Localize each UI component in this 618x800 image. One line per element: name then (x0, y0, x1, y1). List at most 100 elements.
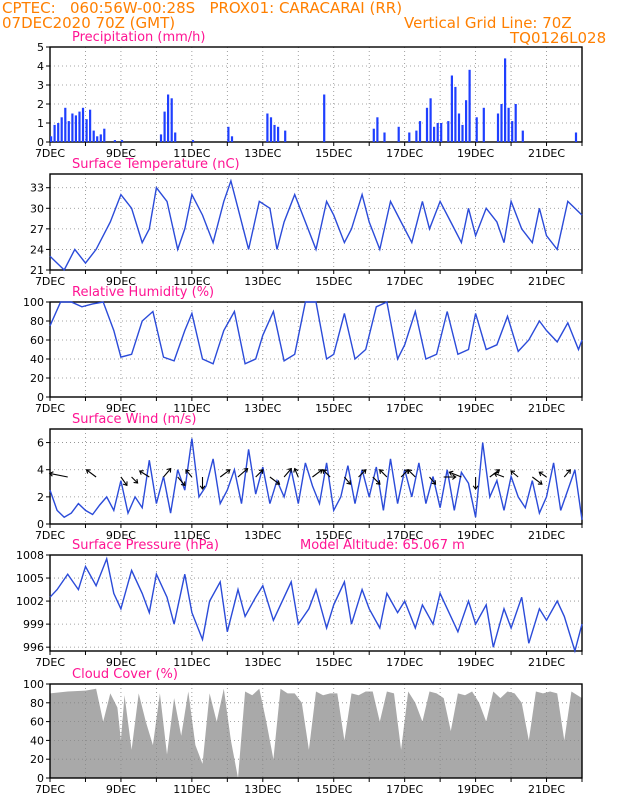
wind-arrow (343, 476, 352, 485)
x-tick-label: 19DEC (457, 529, 494, 542)
model-altitude-label: Model Altitude: 65.067 m (300, 538, 465, 553)
precip-bar (284, 130, 287, 142)
x-tick-label: 9DEC (106, 402, 136, 415)
precip-bar (461, 124, 464, 142)
y-tick-label: 100 (23, 678, 44, 691)
series-line-temp (49, 178, 583, 272)
y-tick-label: 21 (30, 264, 44, 277)
wind-arrow (237, 467, 249, 478)
y-tick-label: 0 (37, 772, 44, 785)
precip-bar (99, 134, 102, 142)
precip-bar (450, 75, 453, 142)
x-tick-label: 11DEC (173, 656, 210, 669)
precip-bar (425, 107, 429, 142)
wind-arrow (563, 469, 571, 478)
precip-bar (457, 113, 461, 142)
x-tick-label: 7DEC (35, 147, 65, 160)
x-tick-label: 21DEC (528, 656, 565, 669)
panel-title-precip: Precipitation (mm/h) (72, 30, 205, 45)
y-tick-label: 3 (37, 79, 44, 92)
x-tick-label: 7DEC (35, 656, 65, 669)
precip-bar (323, 94, 326, 142)
precip-bar (113, 140, 116, 142)
y-tick-label: 2 (37, 491, 44, 504)
x-tick-label: 15DEC (315, 402, 352, 415)
x-tick-label: 17DEC (386, 275, 423, 288)
wind-arrow (358, 469, 367, 478)
y-tick-label: 996 (23, 641, 44, 654)
x-tick-label: 11DEC (173, 147, 210, 160)
y-tick-label: 40 (30, 353, 44, 366)
panel-title-cloud: Cloud Cover (%) (72, 667, 178, 682)
precip-bar (433, 126, 436, 142)
panel-frame-rh (49, 301, 583, 398)
x-tick-label: 9DEC (106, 147, 136, 160)
panel-title-pres: Surface Pressure (hPa) (72, 538, 219, 553)
precip-bar (60, 117, 63, 142)
y-tick-label: 1005 (16, 572, 44, 585)
precip-bar (266, 113, 269, 142)
precip-bar (415, 130, 418, 142)
wind-arrow (379, 469, 388, 478)
precip-bar (50, 136, 53, 142)
x-tick-label: 7DEC (35, 402, 65, 415)
y-tick-label: 30 (30, 202, 44, 215)
x-tick-label: 17DEC (386, 147, 423, 160)
precip-bar (170, 98, 173, 142)
y-tick-label: 4 (37, 464, 44, 477)
y-tick-label: 60 (30, 716, 44, 729)
x-tick-label: 15DEC (315, 529, 352, 542)
wind-arrow (283, 467, 292, 478)
precip-bar (81, 107, 85, 142)
precip-bar (159, 134, 163, 142)
panel-frame-precip (49, 46, 583, 143)
x-tick-label: 15DEC (315, 275, 352, 288)
precip-bar (383, 132, 386, 142)
wind-arrow (177, 476, 186, 487)
x-tick-label: 13DEC (244, 656, 281, 669)
panel-frame-wind (49, 428, 583, 525)
precip-bar (496, 113, 500, 142)
y-tick-label: 60 (30, 334, 44, 347)
wind-arrow (120, 476, 128, 487)
precip-bar (92, 130, 95, 142)
precip-bar (85, 119, 88, 142)
panel-frame-cloud (49, 683, 583, 779)
x-tick-label: 19DEC (457, 275, 494, 288)
wind-arrow (448, 470, 462, 478)
precip-bar (372, 128, 375, 142)
x-tick-label: 21DEC (528, 783, 565, 796)
y-tick-label: 24 (30, 243, 44, 256)
y-tick-label: 33 (30, 182, 44, 195)
wind-arrow (219, 469, 231, 478)
series-line-rh (49, 300, 583, 365)
wind-arrow (163, 467, 172, 478)
wind-arrow (407, 469, 416, 478)
x-tick-label: 9DEC (106, 529, 136, 542)
precip-bar (120, 140, 124, 142)
x-tick-label: 17DEC (386, 402, 423, 415)
wind-arrow (312, 469, 323, 478)
precip-bar (504, 58, 507, 142)
precip-bar (500, 104, 503, 142)
header-station-line: CPTEC: 060:56W-00:28S PROX01: CARACARAI … (2, 0, 403, 17)
panel-title-rh: Relative Humidity (%) (72, 285, 214, 300)
series-line-pres (49, 556, 583, 654)
x-tick-label: 19DEC (457, 147, 494, 160)
header-run-date: 07DEC2020 70Z (GMT) (2, 14, 176, 32)
precip-bar (67, 121, 70, 142)
wind-arrow (372, 476, 381, 485)
precip-bar (465, 100, 468, 142)
x-tick-label: 11DEC (173, 275, 210, 288)
y-tick-label: 1008 (16, 549, 44, 562)
x-tick-label: 9DEC (106, 783, 136, 796)
y-tick-label: 40 (30, 734, 44, 747)
wind-arrow (443, 474, 457, 480)
precip-bar (418, 121, 422, 142)
y-tick-label: 0 (37, 518, 44, 531)
precip-bar (89, 109, 92, 142)
wind-arrow (255, 469, 264, 478)
y-tick-label: 4 (37, 60, 44, 73)
x-tick-label: 7DEC (35, 275, 65, 288)
